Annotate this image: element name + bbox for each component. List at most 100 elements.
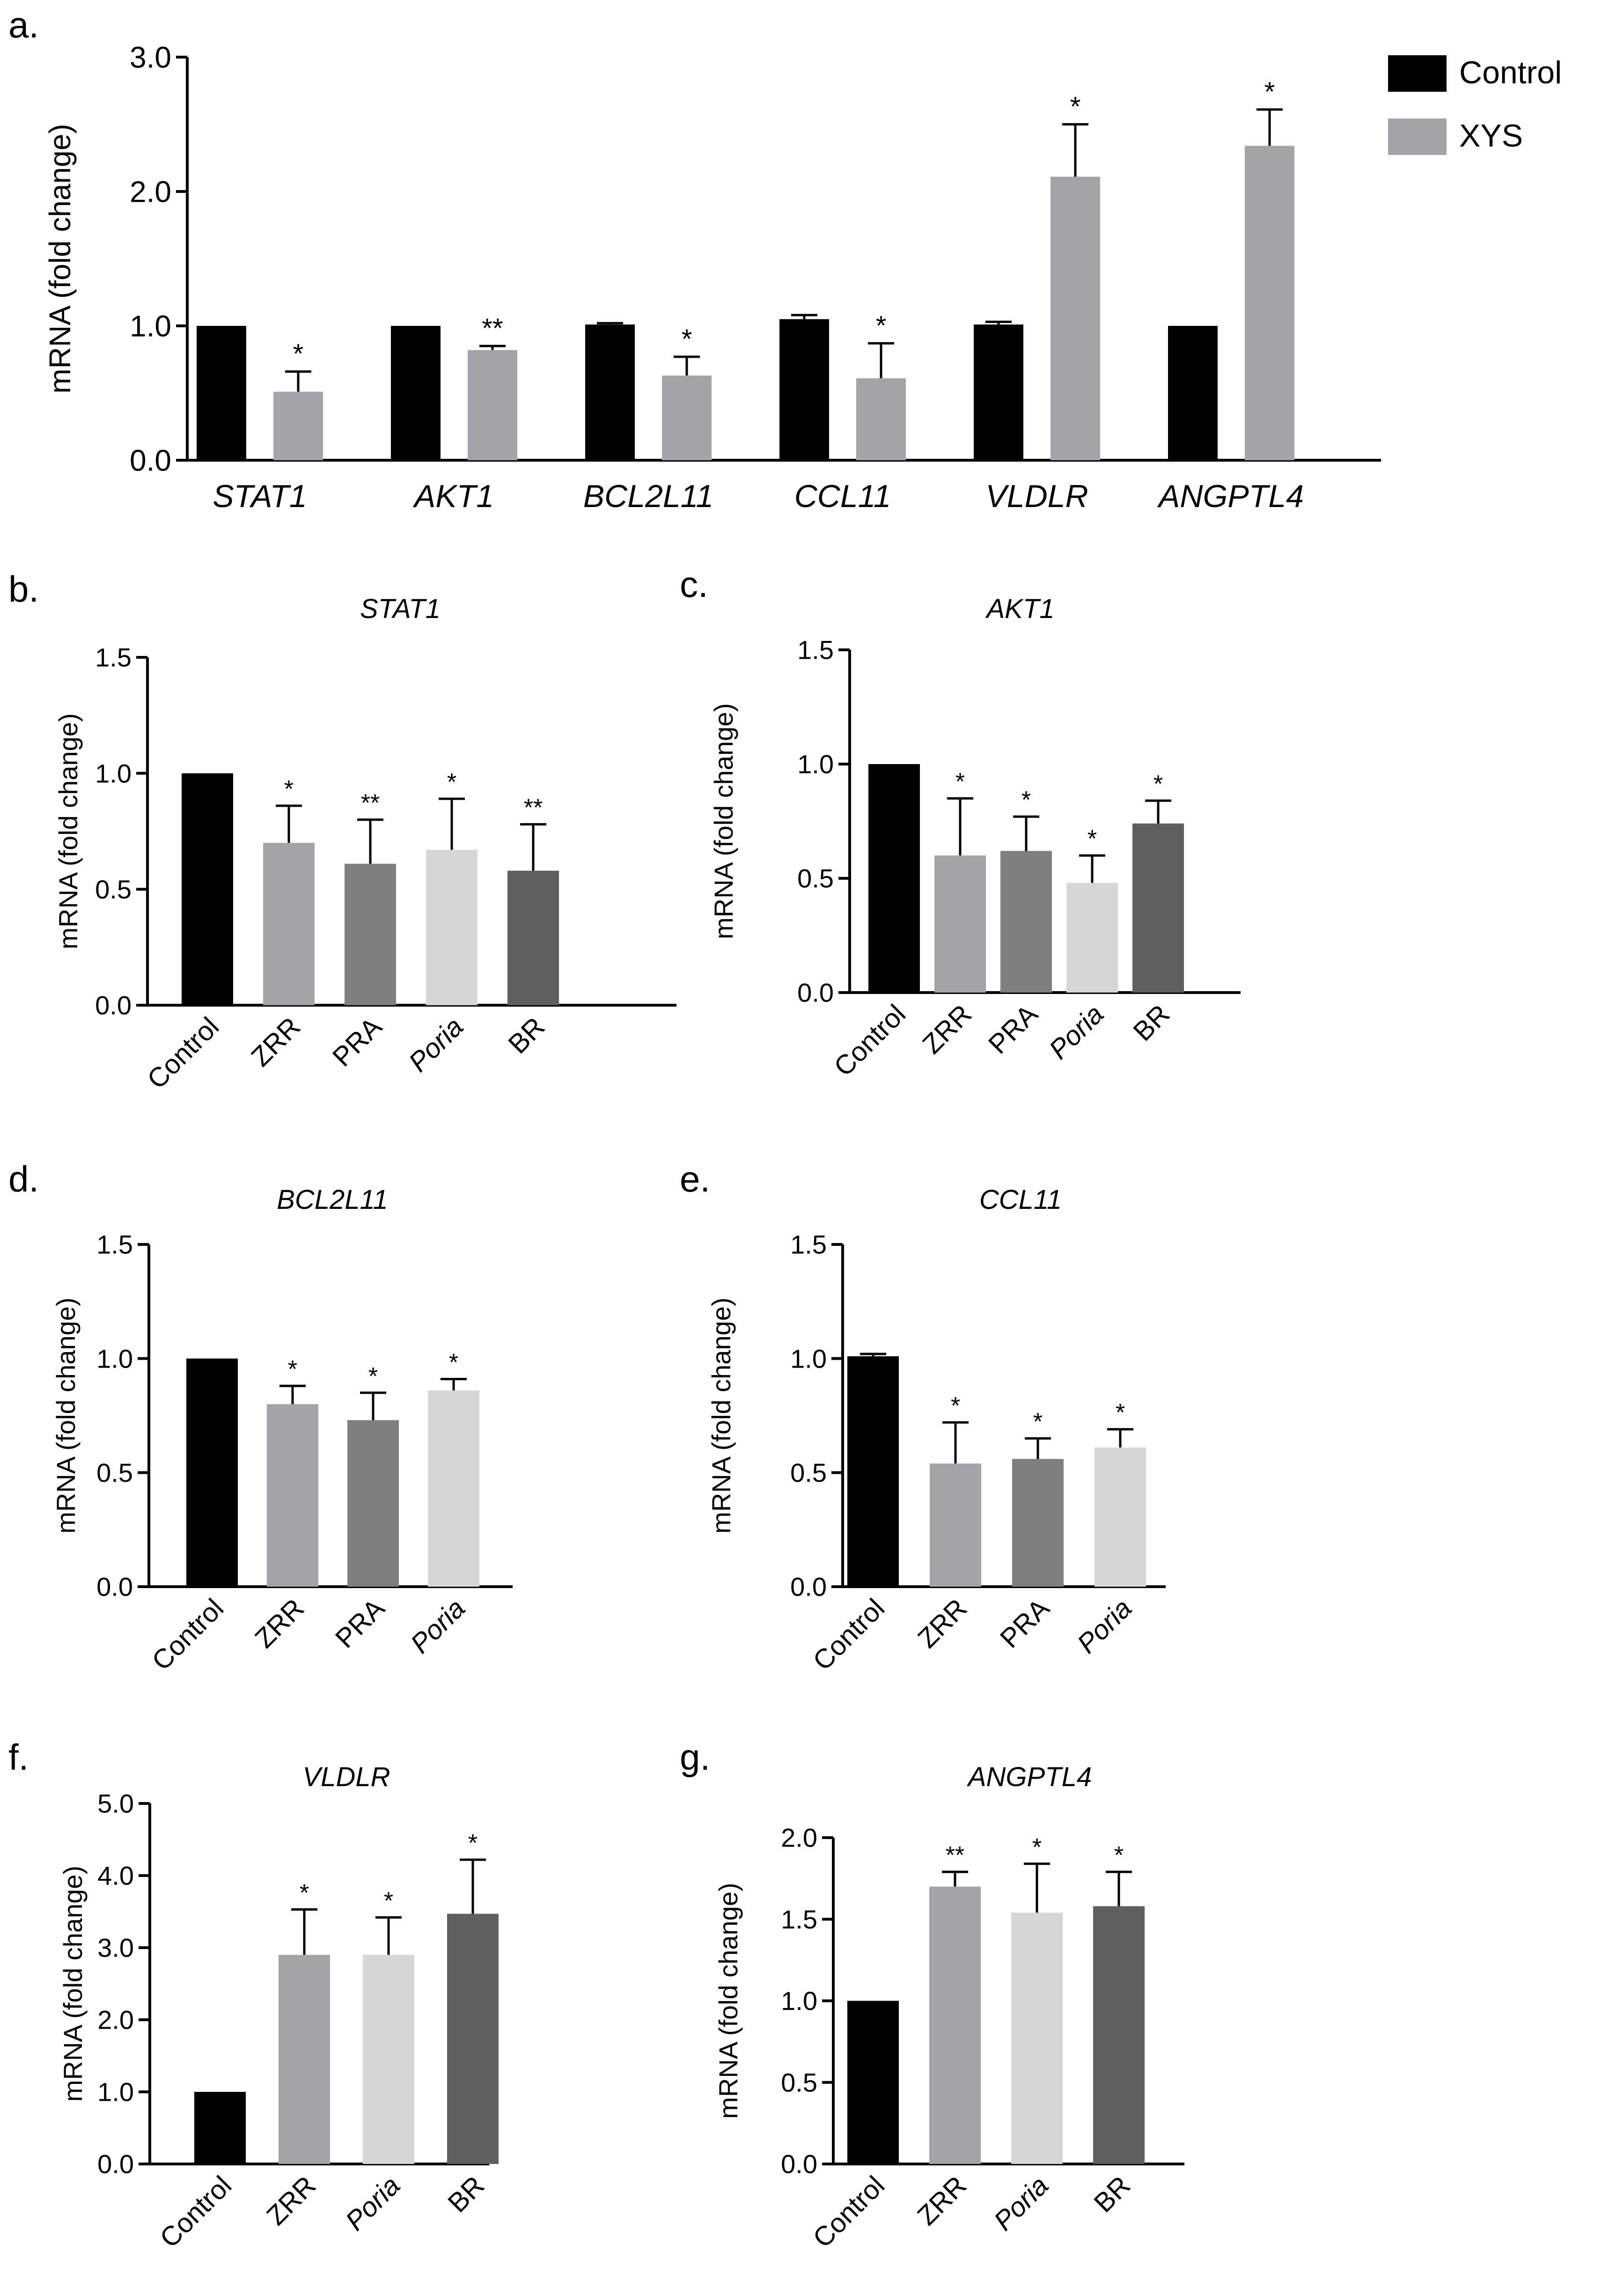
bar-control-akt1 (391, 326, 441, 460)
y-tick-label: 1.0 (97, 2077, 134, 2107)
y-tick-label: 1.5 (797, 635, 834, 665)
bar-poria (1066, 883, 1118, 993)
bar-control-ccl11 (779, 319, 829, 460)
bar-pra (1000, 851, 1052, 993)
bar-pra (345, 863, 396, 1005)
significance-marker: ** (524, 795, 543, 822)
chart-title: VLDLR (303, 1762, 390, 1792)
bar-xys-stat1 (273, 391, 323, 460)
y-tick-label: 2.0 (781, 1823, 817, 1853)
bar-zrr (279, 1955, 330, 2164)
x-category-label: ANGPTL4 (1157, 478, 1304, 514)
significance-marker: * (447, 769, 456, 796)
significance-marker: * (449, 1349, 458, 1376)
y-tick-label: 0.5 (797, 864, 834, 893)
y-tick-label: 1.0 (790, 1344, 827, 1373)
y-axis-title: mRNA (fold change) (53, 713, 83, 949)
significance-marker: * (293, 339, 304, 369)
bar-control (847, 2001, 899, 2164)
significance-marker: * (368, 1363, 378, 1390)
bar-poria (1011, 1913, 1063, 2164)
legend-label-control: Control (1459, 55, 1562, 90)
y-axis-title: mRNA (fold change) (58, 1866, 88, 2102)
significance-marker: * (1032, 1834, 1042, 1861)
y-tick-label: 0.5 (781, 2068, 817, 2097)
bar-zrr (929, 1886, 981, 2164)
y-tick-label: 1.5 (96, 1230, 133, 1259)
y-tick-label: 3.0 (130, 40, 171, 74)
significance-marker: * (1114, 1842, 1124, 1869)
y-axis-title: mRNA (fold change) (713, 1883, 743, 2119)
significance-marker: * (1021, 787, 1031, 814)
significance-marker: * (288, 1356, 297, 1383)
significance-marker: ** (361, 790, 380, 817)
significance-marker: * (384, 1887, 393, 1914)
y-tick-label: 3.0 (97, 1933, 134, 1963)
significance-marker: * (1153, 771, 1163, 798)
chart-title: BCL2L11 (277, 1185, 388, 1215)
x-category-label: BCL2L11 (583, 478, 714, 514)
panel-label-b: b. (8, 568, 39, 610)
y-tick-label: 0.0 (130, 443, 171, 477)
y-tick-label: 1.5 (790, 1230, 827, 1259)
legend-swatch-control (1388, 55, 1447, 92)
significance-marker: * (1070, 92, 1081, 122)
y-tick-label: 4.0 (97, 1861, 134, 1891)
bar-control (186, 1358, 238, 1587)
bar-control (182, 773, 233, 1005)
significance-marker: * (876, 310, 887, 341)
chart-title: STAT1 (360, 594, 441, 624)
y-tick-label: 0.0 (97, 2149, 134, 2179)
bar-xys-ccl11 (856, 378, 906, 460)
bar-zrr (930, 1463, 981, 1587)
significance-marker: * (1264, 77, 1275, 107)
panel-label-c: c. (680, 564, 708, 605)
legend-label-xys: XYS (1459, 118, 1523, 154)
bar-control-bcl2l11 (585, 324, 635, 460)
y-tick-label: 1.0 (797, 750, 834, 779)
y-axis-title: mRNA (fold change) (43, 124, 77, 393)
panel-label-g: g. (680, 1737, 710, 1778)
y-tick-label: 1.0 (781, 1986, 817, 2016)
y-tick-label: 1.0 (130, 309, 171, 343)
panel-label-e: e. (680, 1158, 710, 1200)
bar-br (1093, 1906, 1145, 2164)
y-tick-label: 2.0 (130, 175, 171, 208)
bar-xys-bcl2l11 (662, 375, 712, 460)
y-tick-label: 0.0 (790, 1572, 827, 1602)
bar-zrr (934, 855, 986, 993)
significance-marker: * (284, 776, 294, 803)
significance-marker: * (1116, 1399, 1125, 1427)
y-tick-label: 1.5 (781, 1905, 817, 1934)
bar-control (868, 764, 920, 993)
chart-title: AKT1 (985, 594, 1054, 624)
significance-marker: * (1033, 1408, 1043, 1435)
y-tick-label: 0.0 (781, 2149, 817, 2179)
bar-poria (1095, 1447, 1146, 1587)
x-category-label: AKT1 (412, 478, 494, 514)
y-axis-title: mRNA (fold change) (706, 1297, 736, 1533)
panel-label-f: f. (8, 1737, 29, 1778)
significance-marker: * (300, 1879, 309, 1906)
bar-control-angptl4 (1168, 326, 1218, 460)
x-category-label: STAT1 (213, 478, 307, 514)
y-axis-title: mRNA (fold change) (51, 1297, 81, 1533)
bar-zrr (263, 843, 315, 1005)
y-tick-label: 1.5 (95, 643, 132, 672)
significance-marker: * (951, 1392, 960, 1420)
bar-poria (428, 1390, 479, 1587)
y-tick-label: 0.0 (95, 991, 132, 1020)
y-tick-label: 0.5 (96, 1458, 133, 1487)
panel-label-d: d. (8, 1158, 39, 1200)
y-tick-label: 5.0 (97, 1789, 134, 1818)
significance-marker: * (468, 1830, 478, 1857)
bar-poria (426, 850, 478, 1005)
y-tick-label: 0.5 (790, 1458, 827, 1487)
bar-zrr (267, 1404, 318, 1587)
legend-swatch-xys (1388, 118, 1447, 155)
y-tick-label: 0.0 (797, 978, 834, 1008)
bar-control (194, 2092, 246, 2164)
bar-poria (363, 1955, 414, 2164)
